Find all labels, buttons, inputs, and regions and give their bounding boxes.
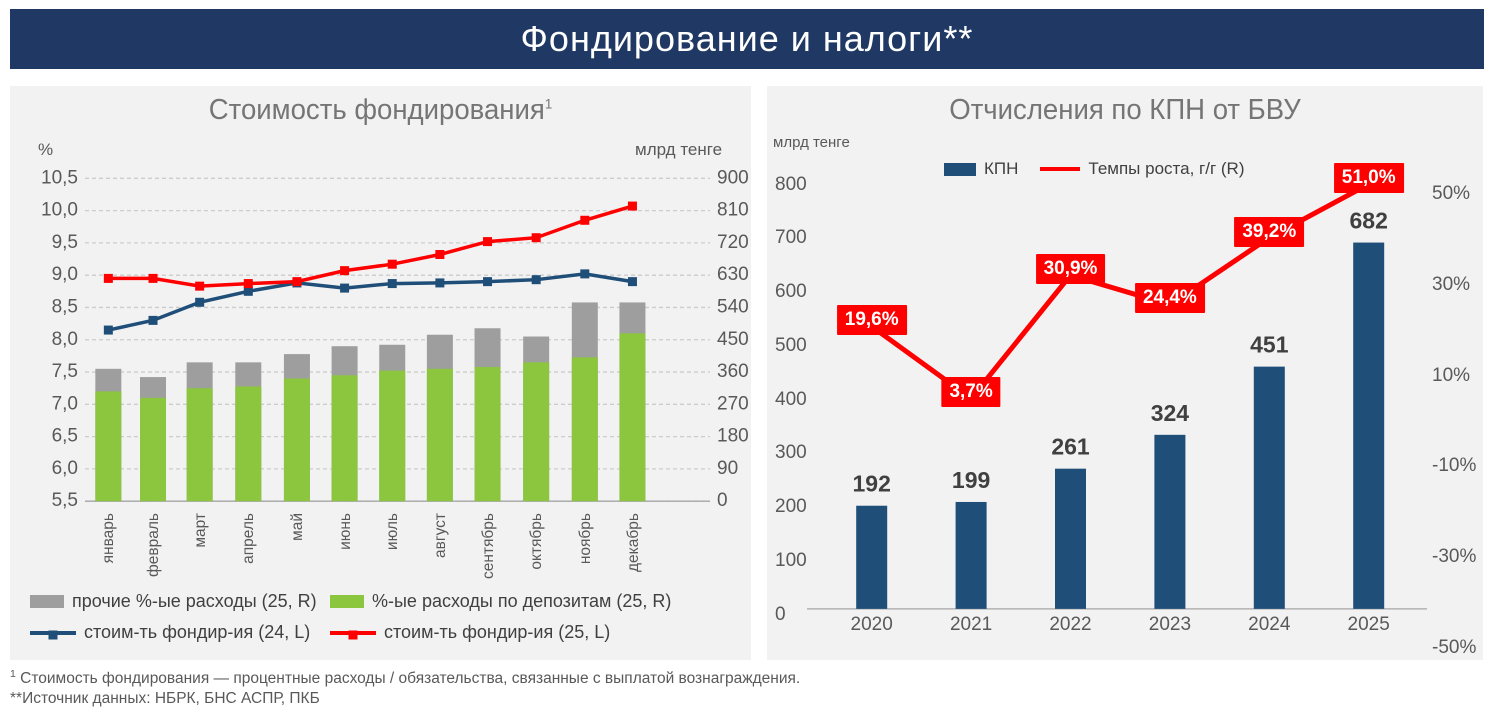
svg-text:8,5: 8,5 [52, 296, 78, 317]
svg-text:8,0: 8,0 [52, 329, 78, 350]
svg-text:6,5: 6,5 [52, 426, 78, 447]
svg-text:900: 900 [717, 167, 749, 188]
svg-text:720: 720 [717, 232, 749, 253]
svg-text:540: 540 [717, 296, 749, 317]
svg-text:0: 0 [717, 490, 728, 511]
svg-text:192: 192 [853, 471, 891, 497]
svg-text:451: 451 [1250, 332, 1289, 358]
svg-text:360: 360 [717, 361, 749, 382]
svg-text:9,0: 9,0 [52, 264, 78, 285]
svg-text:324: 324 [1151, 400, 1190, 426]
svg-text:90: 90 [717, 458, 738, 479]
svg-text:10,5: 10,5 [41, 167, 78, 188]
svg-text:7,5: 7,5 [52, 361, 78, 382]
svg-text:450: 450 [717, 329, 749, 350]
svg-text:199: 199 [952, 467, 990, 493]
svg-text:9,5: 9,5 [52, 232, 78, 253]
svg-text:10,0: 10,0 [41, 200, 78, 221]
svg-text:5,5: 5,5 [52, 490, 78, 511]
svg-text:682: 682 [1350, 208, 1388, 234]
svg-text:6,0: 6,0 [52, 458, 78, 479]
svg-text:261: 261 [1051, 434, 1090, 460]
svg-text:270: 270 [717, 393, 749, 414]
svg-text:630: 630 [717, 264, 749, 285]
svg-text:7,0: 7,0 [52, 393, 78, 414]
svg-text:810: 810 [717, 200, 749, 221]
svg-text:180: 180 [717, 426, 749, 447]
